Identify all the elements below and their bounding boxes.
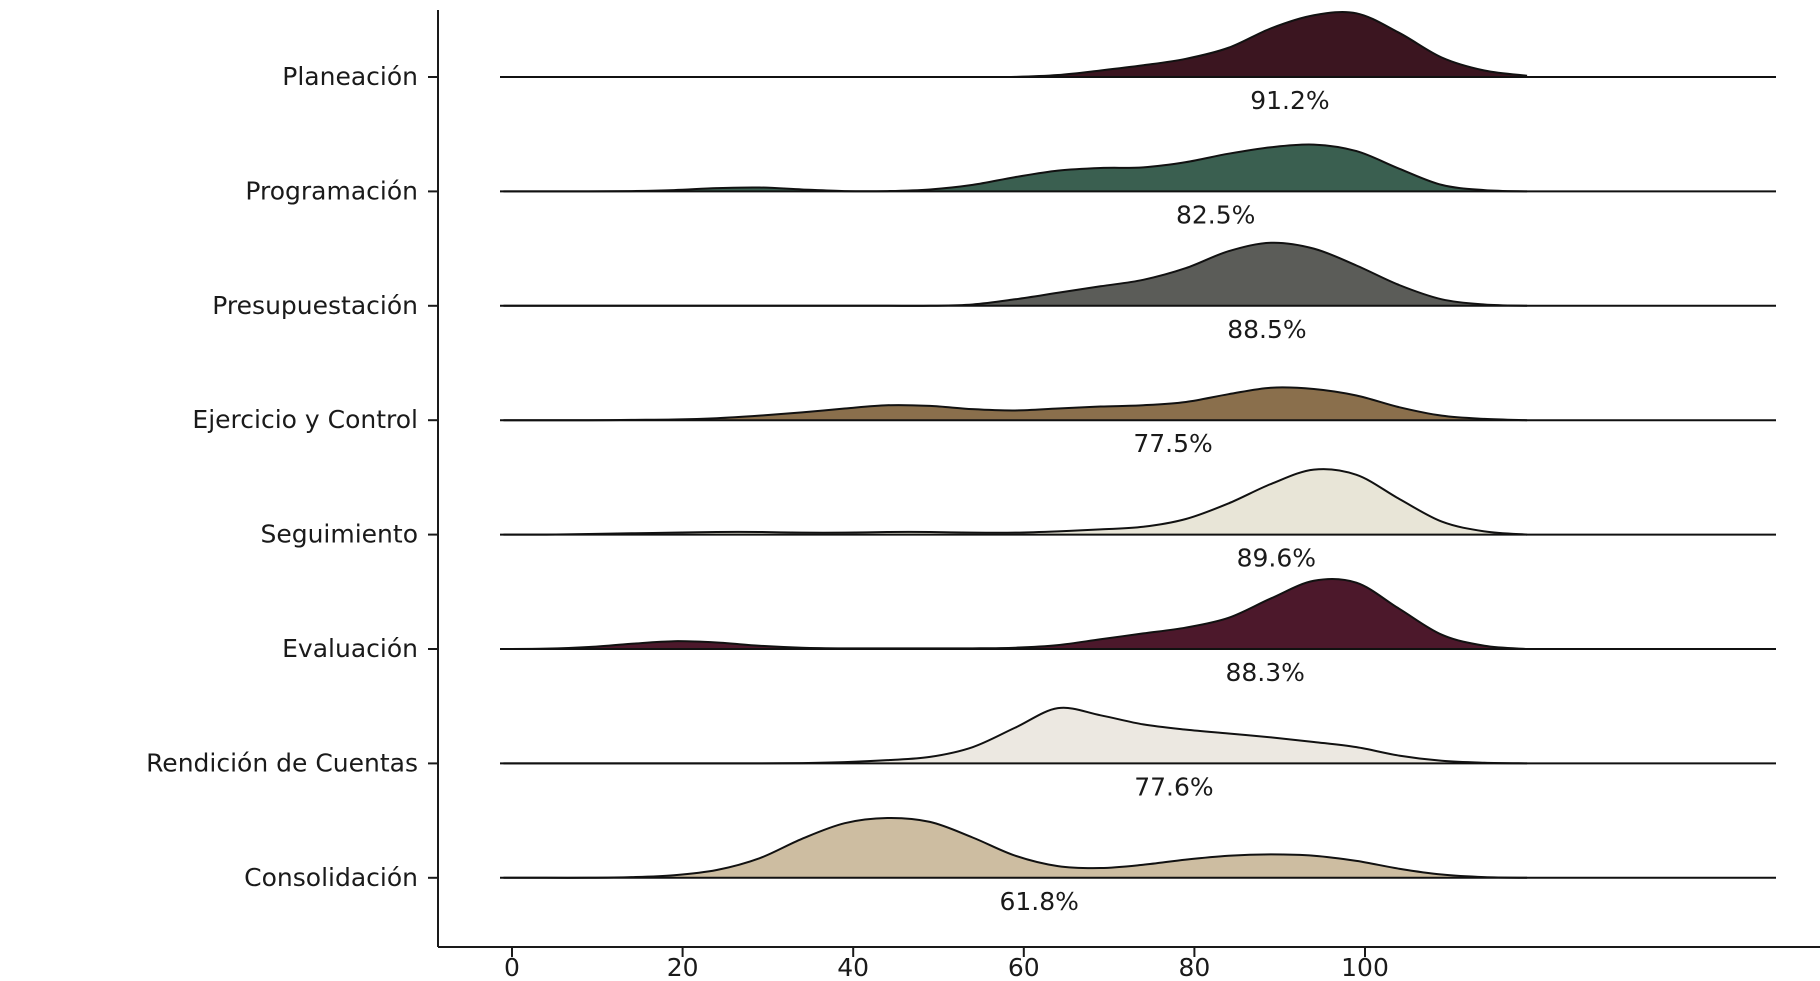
category-label: Consolidación [244,863,418,892]
category-label: Planeación [282,62,418,91]
ridge-group: 89.6% [500,468,1776,573]
x-axis: 0 20 40 60 80 100 [438,946,1820,981]
mean-label: 61.8% [999,887,1078,916]
ridge-group: 91.2% [500,10,1776,115]
category-label: Programación [245,176,418,205]
ridge-group: 82.5% [500,143,1776,229]
density-ridge [503,387,1528,421]
mean-label: 88.3% [1225,658,1304,687]
density-outline [503,816,1528,879]
mean-label: 82.5% [1176,200,1255,229]
x-tick-label: 20 [667,953,699,981]
ridge-group: 88.3% [500,577,1776,687]
density-ridge [503,469,1528,535]
density-ridge [503,707,1528,764]
density-outline [503,10,1528,79]
density-outline [503,706,1528,765]
ridge-group: 77.6% [500,706,1776,801]
density-outline [503,468,1528,536]
mean-label: 89.6% [1237,544,1316,573]
density-outline [503,143,1528,193]
mean-label: 91.2% [1250,86,1329,115]
ridge-group: 61.8% [500,816,1776,916]
y-axis: Planeación Programación Presupuestación Eje… [146,10,439,947]
density-ridge [503,144,1528,192]
x-tick-label: 60 [1008,953,1040,981]
density-ridge [503,242,1528,306]
x-tick-label: 0 [504,953,520,981]
category-label: Ejercicio y Control [192,405,418,434]
category-label: Evaluación [282,634,418,663]
density-outline [503,241,1528,307]
ridges-layer: 91.2% 82.5% 88.5% 77.5% 89.6% 88.3% 77.6% 61.8% [500,10,1776,916]
ridge-group: 88.5% [500,241,1776,344]
mean-label: 77.6% [1134,772,1213,801]
density-ridge [503,817,1528,878]
density-ridge [503,578,1528,649]
x-tick-label: 40 [837,953,869,981]
density-outline [503,577,1528,650]
ridge-group: 77.5% [500,386,1776,458]
category-label: Presupuestación [212,291,418,320]
mean-label: 77.5% [1133,429,1212,458]
density-ridge [503,11,1528,78]
density-outline [503,386,1528,422]
x-tick-label: 100 [1341,953,1389,981]
category-label: Seguimiento [260,520,418,549]
x-tick-label: 80 [1178,953,1210,981]
mean-label: 88.5% [1227,315,1306,344]
category-label: Rendición de Cuentas [146,748,418,777]
